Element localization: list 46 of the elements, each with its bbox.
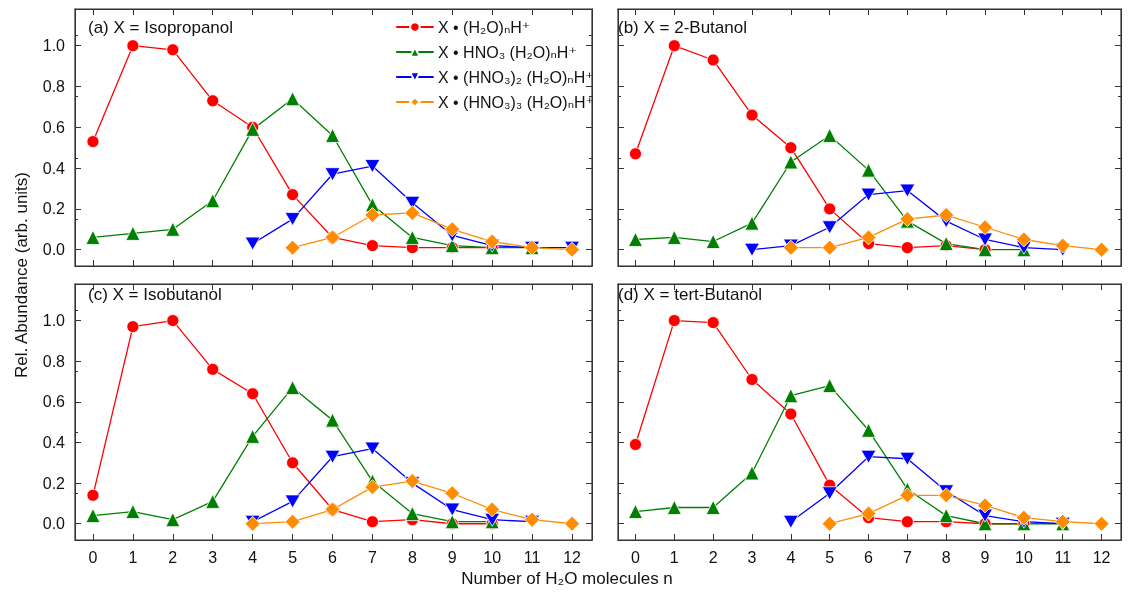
text: (b) X = 2-Butanol [618, 18, 747, 37]
x-tick-label: 11 [523, 548, 541, 566]
y-tick-label: 1.0 [42, 37, 66, 55]
x-tick-label: 10 [483, 548, 502, 566]
y-tick-label: 0.2 [42, 200, 66, 218]
x-tick-label: 4 [786, 548, 796, 566]
y-tick-label: 0.4 [42, 433, 66, 451]
chart-title: (d) X = tert-Butanol [618, 285, 763, 304]
x-tick-label: 2 [168, 548, 178, 566]
x-tick-label: 3 [208, 548, 218, 566]
x-tick-label: 1 [669, 548, 679, 566]
x-tick-label: 11 [1054, 548, 1072, 566]
x-tick-label: 8 [407, 548, 417, 566]
x-axis-title: Number of H₂O molecules n [460, 569, 674, 589]
y-tick-label: 0.8 [42, 352, 66, 370]
x-tick-label: 10 [1015, 548, 1033, 566]
x-tick-label: 9 [980, 548, 990, 566]
x-tick-label: 9 [447, 548, 457, 566]
text: (a) X = Isopropanol [88, 18, 234, 37]
x-tick-label: 1 [128, 548, 138, 566]
x-tick-label: 12 [1092, 548, 1111, 566]
legend-label: X • HNO₃ (H₂O)ₙH⁺ [437, 43, 577, 61]
legend-label: X • (H₂O)ₙH⁺ [437, 18, 531, 36]
x-tick-label: 8 [941, 548, 951, 566]
x-tick-label: 6 [864, 548, 874, 566]
y-tick-label: 0.8 [42, 78, 66, 96]
y-tick-label: 0.4 [42, 159, 66, 177]
y-tick-label: 0.6 [42, 393, 66, 411]
x-tick-label: 6 [328, 548, 338, 566]
x-tick-label: 7 [367, 548, 377, 566]
y-tick-label: 0.0 [42, 515, 66, 533]
chart-title: (c) X = Isobutanol [88, 285, 222, 304]
x-tick-label: 4 [248, 548, 258, 566]
y-tick-label: 1.0 [42, 312, 66, 330]
x-tick-label: 2 [708, 548, 718, 566]
x-tick-label: 0 [631, 548, 641, 566]
x-tick-label: 0 [88, 548, 98, 566]
x-tick-label: 5 [288, 548, 298, 566]
y-tick-label: 0.6 [42, 118, 66, 136]
y-tick-label: 0.0 [42, 241, 66, 259]
y-axis-title: Rel. Abundance (arb. units) [12, 171, 32, 380]
x-tick-label: 5 [825, 548, 835, 566]
y-tick-label: 0.2 [42, 474, 66, 492]
x-tick-label: 7 [902, 548, 912, 566]
x-tick-label: 3 [747, 548, 757, 566]
x-tick-label: 12 [563, 548, 582, 566]
